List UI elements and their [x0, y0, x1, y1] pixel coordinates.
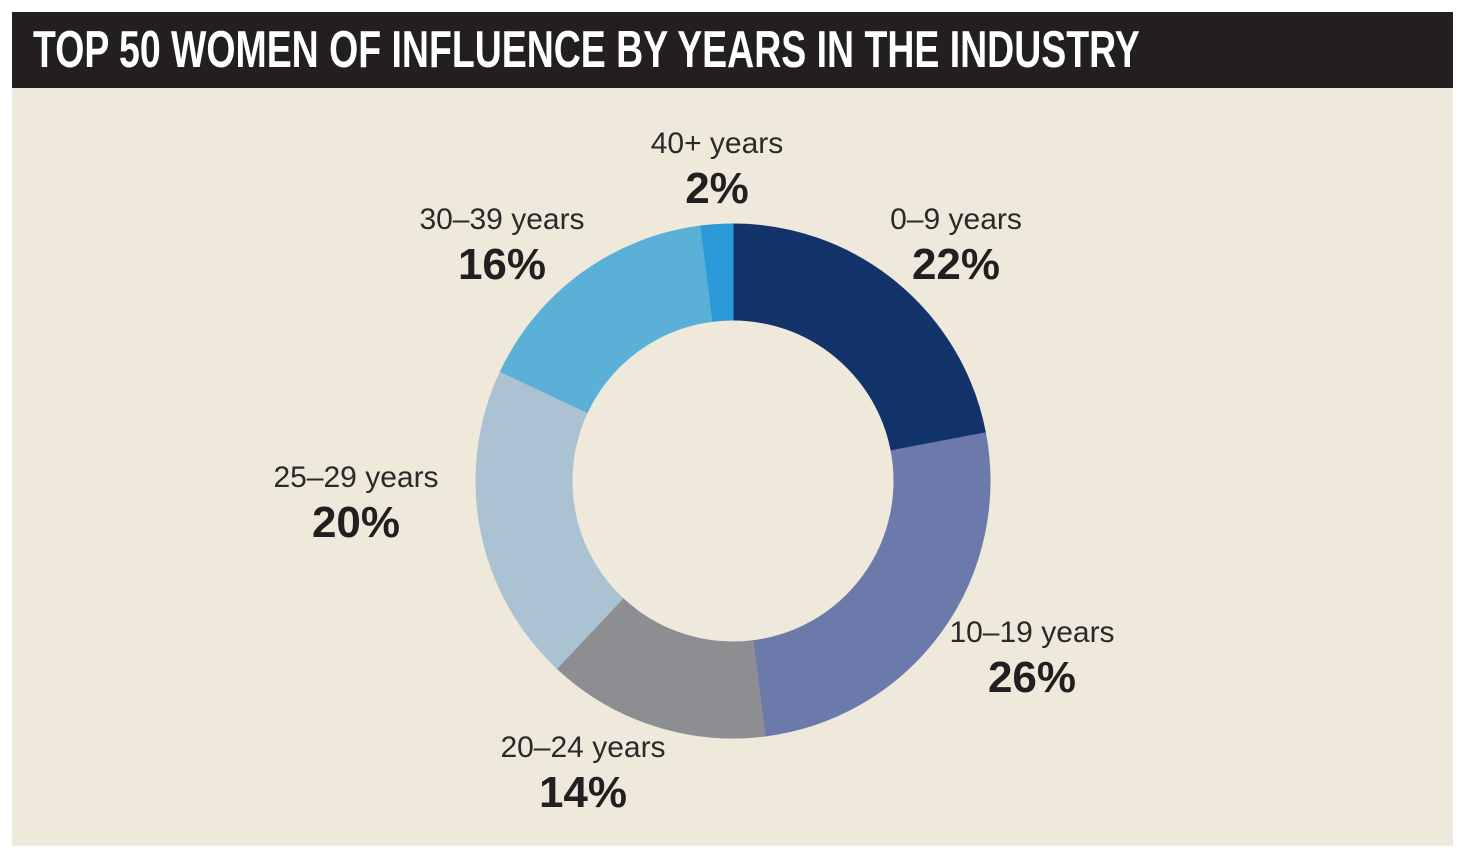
- segment-name: 25–29 years: [273, 461, 439, 494]
- donut-segment-0-9-years: [732, 223, 987, 452]
- segment-name: 20–24 years: [500, 731, 666, 764]
- segment-label-10-19-years: 10–19 years 26%: [949, 616, 1115, 702]
- segment-name: 30–39 years: [419, 203, 585, 236]
- page-title: TOP 50 WOMEN OF INFLUENCE BY YEARS IN TH…: [33, 21, 1140, 79]
- segment-name: 0–9 years: [890, 203, 1022, 236]
- segment-label-40plus-years: 40+ years 2%: [650, 127, 784, 213]
- segment-name: 10–19 years: [949, 616, 1115, 649]
- segment-percentage: 26%: [987, 653, 1077, 702]
- segment-percentage: 16%: [457, 240, 547, 289]
- segment-percentage: 22%: [911, 240, 1001, 289]
- donut-segment-40+-years: [700, 223, 734, 322]
- segment-percentage: 2%: [685, 164, 749, 213]
- segment-label-25-29-years: 25–29 years 20%: [273, 461, 439, 547]
- header-bar: TOP 50 WOMEN OF INFLUENCE BY YEARS IN TH…: [12, 12, 1453, 88]
- segment-label-0-9-years: 0–9 years 22%: [890, 203, 1022, 289]
- segment-label-20-24-years: 20–24 years 14%: [500, 731, 666, 817]
- donut-segment-10-19-years: [752, 432, 991, 737]
- segment-percentage: 20%: [311, 498, 401, 547]
- segment-name: 40+ years: [650, 127, 784, 160]
- donut-segment-25-29-years: [475, 370, 624, 670]
- segment-percentage: 14%: [538, 768, 628, 817]
- segment-label-30-39-years: 30–39 years 16%: [419, 203, 585, 289]
